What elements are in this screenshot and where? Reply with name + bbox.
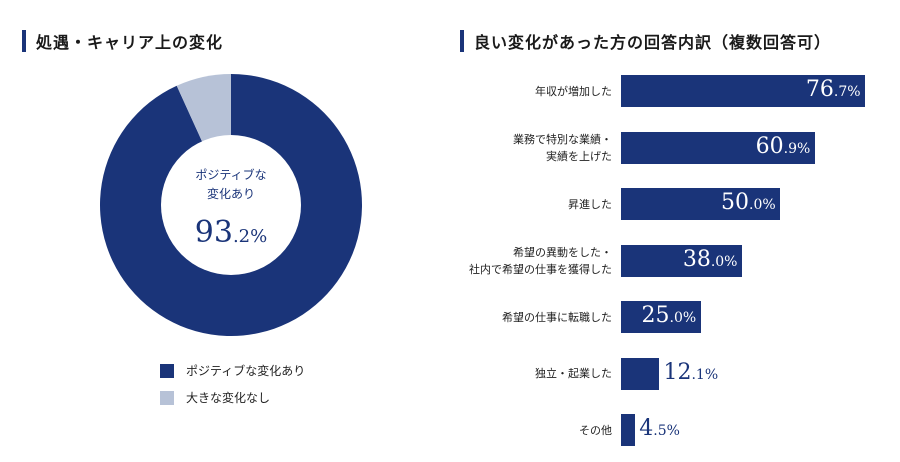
- bar-value-label: 50.0%: [721, 190, 776, 215]
- donut-hole: [161, 135, 301, 275]
- bar-2: [621, 188, 780, 220]
- bar-category-label: 希望の異動をした・社内で希望の仕事を獲得した: [412, 244, 612, 278]
- legend-swatch-nochange: [160, 390, 174, 405]
- left-section-title: 処遇・キャリア上の変化: [22, 30, 223, 52]
- bar-value-label: 76.7%: [806, 77, 861, 102]
- bar-category-label-line: 業務で特別な業績・: [513, 132, 612, 146]
- center-label-line-2: 変化あり: [207, 186, 255, 201]
- bar-chart: 年収が増加した 76.7% 業務で特別な業績・ 実績を上げた 60.9% 昇進した 50.0…: [440, 60, 900, 460]
- bar-3: [621, 244, 742, 277]
- bar-category-label-line: 希望の仕事に転職した: [502, 310, 612, 324]
- center-value-sub: .2%: [233, 226, 267, 247]
- bar-value-sub: .0%: [749, 197, 776, 213]
- bar-category-label-line: 独立・起業した: [535, 367, 612, 380]
- bar-value-sub: .0%: [669, 310, 697, 326]
- donut-chart: ポジティブな 変化あり 93.2%: [100, 74, 362, 336]
- bar-category-label-line: その他: [579, 423, 612, 437]
- bar-6: [621, 414, 636, 446]
- bar-category-label-line: 社内で希望の仕事を獲得した: [469, 262, 612, 276]
- bar-category-label: 年収が増加した: [412, 83, 612, 100]
- bar-value-main: 38: [682, 246, 711, 272]
- bar-category-label-line: 年収が増加した: [535, 84, 612, 98]
- bar-value-main: 4: [639, 416, 654, 441]
- bar-value-sub: .5%: [653, 423, 680, 439]
- bar-category-label-line: 昇進した: [568, 197, 612, 211]
- bar-value-main: 25: [641, 303, 670, 328]
- bar-value-main: 76: [805, 77, 834, 102]
- center-value: 93.2%: [195, 215, 267, 250]
- bar-category-label: 業務で特別な業績・実績を上げた: [412, 131, 612, 165]
- title-accent-bar: [460, 30, 464, 52]
- bar-value-main: 50: [721, 190, 749, 215]
- legend-item-nochange: 大きな変化なし: [160, 389, 270, 406]
- bar-1: [621, 131, 815, 164]
- bar-category-label-line: 希望の異動をした・: [513, 245, 612, 259]
- legend-label-positive: ポジティブな変化あり: [186, 364, 306, 378]
- legend-label-nochange: 大きな変化なし: [186, 391, 271, 405]
- bar-4: [621, 301, 701, 333]
- bar-category-label: 昇進した: [412, 196, 612, 213]
- right-section-title: 良い変化があった方の回答内訳（複数回答可）: [460, 30, 831, 52]
- bar-5: [621, 357, 660, 390]
- bar-value-label: 12.1%: [663, 360, 718, 385]
- bar-category-label: 希望の仕事に転職した: [412, 309, 612, 326]
- legend-item-positive: ポジティブな変化あり: [160, 362, 305, 379]
- bar-value-sub: .1%: [691, 366, 719, 383]
- bar-value-sub: .9%: [783, 140, 811, 157]
- legend-swatch-positive: [160, 363, 174, 378]
- bar-value-label: 60.9%: [756, 134, 811, 159]
- bar-value-label: 38.0%: [683, 247, 738, 272]
- bar-value-label: 4.5%: [639, 416, 680, 441]
- donut-slice-0: [100, 74, 362, 336]
- center-value-main: 93: [195, 215, 233, 250]
- center-label-line-1: ポジティブな: [195, 167, 266, 182]
- bar-value-sub: .0%: [710, 253, 738, 270]
- bar-0: [621, 75, 865, 107]
- title-accent-bar: [22, 30, 26, 52]
- left-title-text: 処遇・キャリア上の変化: [36, 33, 224, 52]
- bar-category-label: その他: [412, 422, 612, 439]
- right-title-text: 良い変化があった方の回答内訳（複数回答可）: [474, 33, 832, 52]
- bar-category-label: 独立・起業した: [412, 365, 612, 382]
- bar-value-main: 12: [663, 359, 692, 385]
- bar-value-main: 60: [755, 133, 784, 159]
- bar-value-sub: .7%: [833, 84, 861, 100]
- bar-category-label-line: 実績を上げた: [546, 149, 612, 163]
- bar-value-label: 25.0%: [642, 303, 697, 328]
